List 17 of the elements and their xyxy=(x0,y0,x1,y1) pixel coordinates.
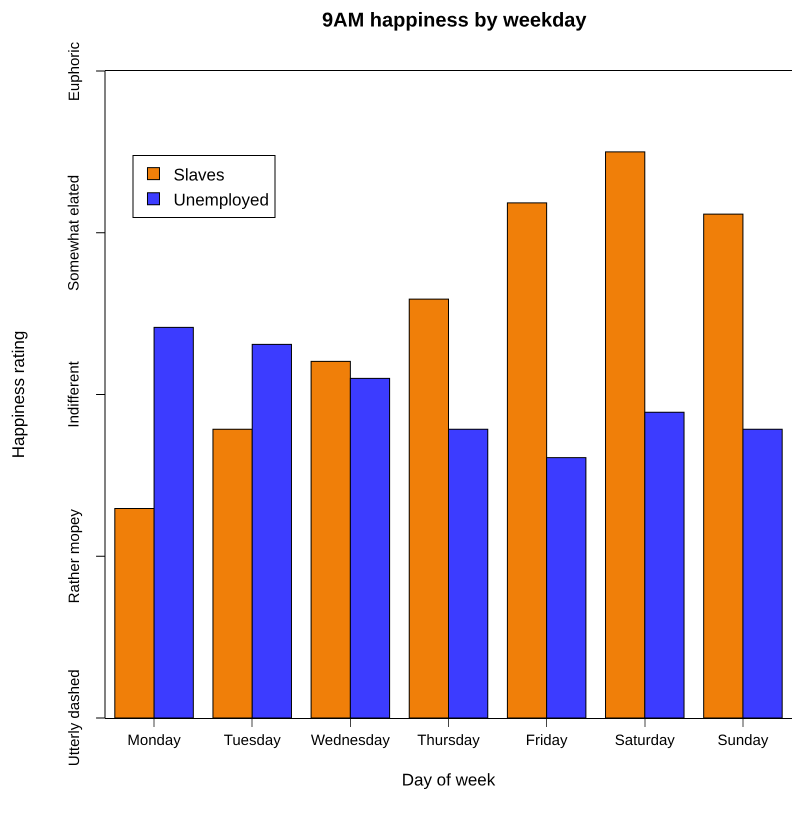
text: Indifferent xyxy=(66,360,83,428)
legend-label: Slaves xyxy=(173,165,225,184)
x-axis-title: Day of week xyxy=(402,770,496,790)
text: Euphoric xyxy=(66,41,84,102)
x-tick-label: Monday xyxy=(127,732,182,749)
x-tick-label: Thursday xyxy=(417,732,480,749)
text: Utterly dashed xyxy=(66,669,84,766)
x-tick-label: Wednesday xyxy=(310,732,390,749)
text: Somewhat elated xyxy=(65,174,82,291)
x-tick-label: Tuesday xyxy=(224,732,282,749)
text: Rather mopey xyxy=(66,508,83,604)
legend-label: Unemployed xyxy=(173,190,269,210)
x-tick-label: Saturday xyxy=(614,732,676,749)
x-tick-label: Friday xyxy=(526,732,568,749)
y-axis-title: Happiness rating xyxy=(9,330,28,458)
x-tick-label: Sunday xyxy=(717,732,769,749)
chart-title: 9AM happiness by weekday xyxy=(322,9,588,32)
